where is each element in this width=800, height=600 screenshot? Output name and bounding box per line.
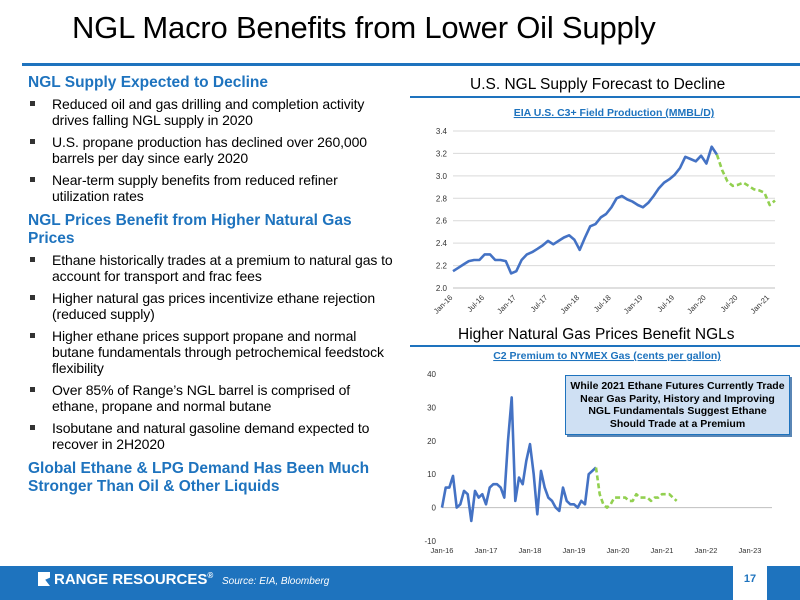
bullet-square-icon <box>30 333 35 338</box>
x-tick-label: Jan-20 <box>607 546 630 555</box>
bullet-item: Reduced oil and gas drilling and complet… <box>28 96 398 128</box>
title-divider <box>22 63 800 66</box>
x-tick-label: Jan-22 <box>695 546 718 555</box>
x-tick-label: Jan-17 <box>495 293 518 316</box>
bullet-square-icon <box>30 101 35 106</box>
bullet-list-prices: Ethane historically trades at a premium … <box>28 252 398 452</box>
y-tick-label: 10 <box>427 470 436 479</box>
x-tick-label: Jan-21 <box>651 546 674 555</box>
chart1-panel-title: U.S. NGL Supply Forecast to Decline <box>470 76 726 93</box>
x-tick-label: Jan-19 <box>622 293 645 316</box>
x-tick-label: Jan-19 <box>563 546 586 555</box>
x-tick-label: Jan-18 <box>519 546 542 555</box>
bullet-item: Ethane historically trades at a premium … <box>28 252 398 284</box>
x-tick-label: Jan-23 <box>739 546 762 555</box>
bullet-text: Higher ethane prices support propane and… <box>52 328 384 376</box>
bullet-text: Ethane historically trades at a premium … <box>52 252 393 284</box>
x-tick-label: Jul-20 <box>719 293 740 314</box>
x-tick-label: Jan-16 <box>432 293 455 316</box>
y-tick-label: 2.0 <box>436 284 448 293</box>
section-heading-supply: NGL Supply Expected to Decline <box>28 74 269 91</box>
y-tick-label: 30 <box>427 403 436 412</box>
y-tick-label: 3.4 <box>436 127 448 136</box>
chart1-panel-divider <box>410 96 800 98</box>
y-tick-label: 3.2 <box>436 149 448 158</box>
bullet-text: Reduced oil and gas drilling and complet… <box>52 96 365 128</box>
y-tick-label: 2.6 <box>436 217 448 226</box>
y-tick-label: 0 <box>432 504 437 513</box>
section-heading-demand: Global Ethane & LPG Demand Has Been Much… <box>28 460 370 495</box>
left-text-column: NGL Supply Expected to Decline Reduced o… <box>28 74 398 496</box>
bullet-square-icon <box>30 295 35 300</box>
bullet-item: Near-term supply benefits from reduced r… <box>28 172 398 204</box>
bullet-square-icon <box>30 139 35 144</box>
bullet-item: U.S. propane production has declined ove… <box>28 134 398 166</box>
bullet-square-icon <box>30 257 35 262</box>
bullet-square-icon <box>30 425 35 430</box>
y-tick-label: 40 <box>427 370 436 379</box>
bullet-item: Isobutane and natural gasoline demand ex… <box>28 420 398 452</box>
ngl-supply-chart: EIA U.S. C3+ Field Production (MMBL/D) 2.… <box>432 107 776 316</box>
x-tick-label: Jan-16 <box>431 546 454 555</box>
chart-title: EIA U.S. C3+ Field Production (MMBL/D) <box>514 107 715 119</box>
bullet-text: Over 85% of Range’s NGL barrel is compri… <box>52 382 351 414</box>
x-tick-label: Jan-18 <box>559 293 582 316</box>
bullet-item: Higher natural gas prices incentivize et… <box>28 290 398 322</box>
section-heading-prices: NGL Prices Benefit from Higher Natural G… <box>28 212 352 247</box>
registered-mark: ® <box>207 571 214 580</box>
x-tick-label: Jul-18 <box>592 293 613 314</box>
chart2-panel-title: Higher Natural Gas Prices Benefit NGLs <box>458 326 735 343</box>
chart2-panel-divider <box>410 345 800 347</box>
bullet-text: Near-term supply benefits from reduced r… <box>52 172 338 204</box>
x-tick-label: Jan-21 <box>749 293 772 316</box>
historical-series-line <box>452 145 718 275</box>
bullet-item: Higher ethane prices support propane and… <box>28 328 398 376</box>
bullet-item: Over 85% of Range’s NGL barrel is compri… <box>28 382 398 414</box>
page-number: 17 <box>743 573 757 585</box>
x-tick-label: Jul-19 <box>655 293 676 314</box>
company-name: RANGE RESOURCES <box>54 571 208 588</box>
bullet-list-supply: Reduced oil and gas drilling and complet… <box>28 96 398 204</box>
ethane-premium-chart: C2 Premium to NYMEX Gas (cents per gallo… <box>424 350 772 555</box>
chart-title: C2 Premium to NYMEX Gas (cents per gallo… <box>493 350 721 362</box>
x-tick-label: Jul-17 <box>529 293 550 314</box>
forecast-series-line <box>594 467 678 509</box>
range-logo-icon <box>38 572 50 586</box>
x-tick-label: Jan-20 <box>685 293 708 316</box>
historical-series-line <box>440 396 597 523</box>
chart2-annotation-box: While 2021 Ethane Futures Currently Trad… <box>565 375 790 435</box>
y-tick-label: 2.8 <box>436 194 448 203</box>
x-tick-label: Jul-16 <box>465 293 486 314</box>
slide-title: NGL Macro Benefits from Lower Oil Supply <box>72 10 656 45</box>
y-tick-label: -10 <box>424 537 436 546</box>
bullet-square-icon <box>30 387 35 392</box>
source-note: Source: EIA, Bloomberg <box>222 576 330 587</box>
bullet-square-icon <box>30 177 35 182</box>
forecast-series-line <box>715 154 776 207</box>
page-number-tab <box>733 566 767 600</box>
bullet-text: Higher natural gas prices incentivize et… <box>52 290 376 322</box>
y-tick-label: 2.4 <box>436 239 448 248</box>
x-tick-label: Jan-17 <box>475 546 498 555</box>
y-tick-label: 20 <box>427 437 436 446</box>
footer-bar <box>0 566 800 600</box>
bullet-text: U.S. propane production has declined ove… <box>52 134 367 166</box>
company-logo: RANGE RESOURCES® <box>38 571 213 588</box>
y-tick-label: 2.2 <box>436 262 448 271</box>
bullet-text: Isobutane and natural gasoline demand ex… <box>52 420 370 452</box>
y-tick-label: 3.0 <box>436 172 448 181</box>
